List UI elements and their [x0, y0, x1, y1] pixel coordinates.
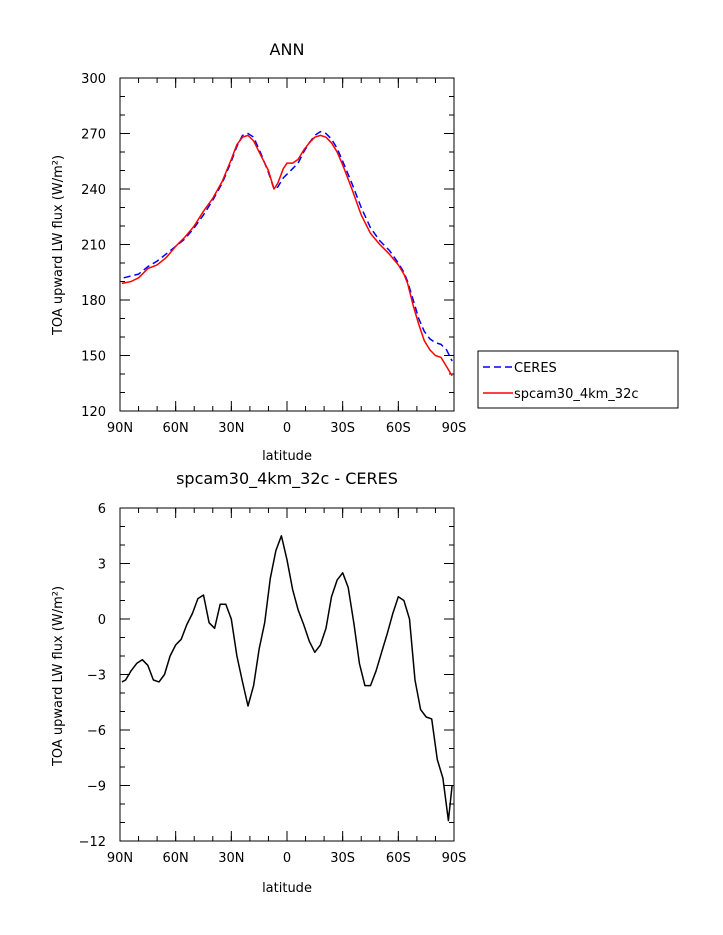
y-tick-label: 150: [81, 350, 106, 365]
series-lines: [121, 535, 453, 822]
x-tick-label: 60N: [163, 421, 189, 436]
y-tick-label: 180: [81, 294, 106, 309]
y-tick-label: 6: [98, 502, 106, 517]
series-line-spcam30-4km-32c: [121, 134, 453, 377]
legend-label-ceres: CERES: [514, 361, 557, 376]
x-axis-label: latitude: [262, 881, 312, 896]
y-axis-label: TOA upward LW flux (W/m²): [51, 586, 66, 767]
y-tick-label: 300: [81, 72, 106, 87]
chart-panel-top: ANN TOA upward LW flux (W/m²) latitude 9…: [51, 40, 466, 464]
x-axis-label: latitude: [262, 449, 312, 464]
y-tick-label: 3: [98, 558, 106, 573]
legend-box: [477, 350, 679, 409]
x-tick-label: 90S: [442, 421, 467, 436]
plot-frame: [119, 77, 455, 412]
y-tick-label: 240: [81, 183, 106, 198]
plot-frame: [119, 507, 455, 842]
x-tick-label: 90N: [107, 851, 133, 866]
series-line-ceres: [123, 130, 453, 362]
x-tick-label: 90N: [107, 421, 133, 436]
y-tick-label: 0: [98, 613, 106, 628]
y-axis-label: TOA upward LW flux (W/m²): [51, 155, 66, 336]
x-tick-label: 60N: [163, 851, 189, 866]
y-tick-label: −6: [87, 724, 106, 739]
chart-title: spcam30_4km_32c - CERES: [176, 469, 398, 489]
legend-label-spcam: spcam30_4km_32c: [514, 387, 639, 402]
x-tick-label: 30S: [330, 421, 355, 436]
x-tick-label: 0: [283, 851, 291, 866]
x-tick-label: 90S: [442, 851, 467, 866]
legend: CERES spcam30_4km_32c: [477, 350, 679, 409]
x-tick-label: 0: [283, 421, 291, 436]
x-tick-label: 30N: [218, 421, 244, 436]
y-tick-label: 210: [81, 239, 106, 254]
y-tick-label: −12: [79, 835, 106, 850]
x-tick-label: 30S: [330, 851, 355, 866]
x-tick-label: 30N: [218, 851, 244, 866]
chart-panel-bottom: spcam30_4km_32c - CERES TOA upward LW fl…: [51, 469, 466, 896]
y-tick-label: −3: [87, 669, 106, 684]
y-tick-label: 120: [81, 405, 106, 420]
chart-title: ANN: [270, 40, 305, 59]
x-tick-label: 60S: [386, 851, 411, 866]
series-lines: [121, 130, 453, 377]
series-line-difference: [121, 535, 453, 822]
x-tick-label: 60S: [386, 421, 411, 436]
axis-ticks: 90N 60N 30N 0 30S 60S 90S 120 150 180 210 240 270 300: [81, 72, 466, 436]
axis-ticks: 90N 60N 30N 0 30S 60S 90S −12 −9 −6 −3 0 3 6: [79, 502, 467, 866]
y-tick-label: 270: [81, 128, 106, 143]
y-tick-label: −9: [87, 780, 106, 795]
